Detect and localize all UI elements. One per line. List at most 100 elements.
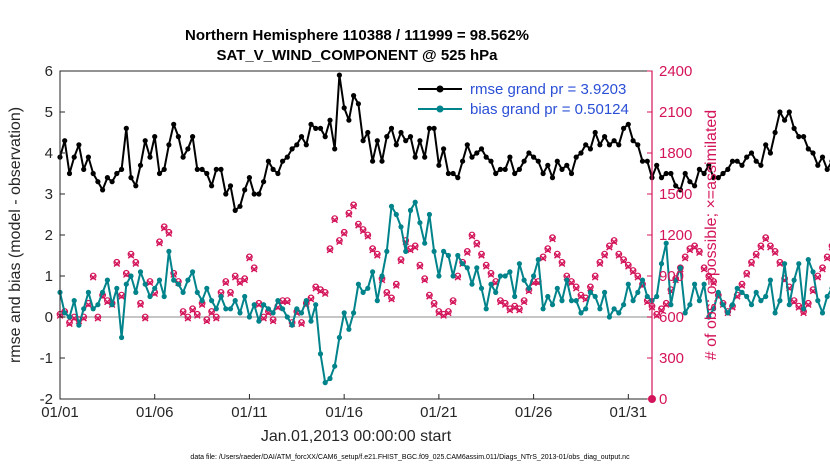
rmse-point [346, 117, 352, 123]
bias-point [388, 203, 395, 209]
obs-assimilated-point [549, 235, 556, 243]
rmse-point [564, 162, 570, 168]
obs-possible-point [336, 237, 343, 244]
obs-assimilated-point [118, 293, 125, 300]
obs-assimilated-point [184, 315, 192, 322]
rmse-point [199, 166, 205, 172]
bias-point [156, 277, 163, 283]
rmse-point [71, 154, 77, 160]
bias-point [668, 302, 674, 308]
obs-assimilated-point [66, 320, 73, 328]
obs-assimilated-point [738, 282, 746, 289]
bias-point [332, 363, 338, 369]
x-tick-label: 01/31 [610, 404, 648, 421]
rmse-point [753, 158, 759, 164]
bias-point [313, 302, 319, 308]
obs-possible-point [587, 283, 594, 291]
y-left-tick-label: -1 [40, 350, 53, 367]
obs-possible-point [189, 305, 197, 313]
y-right-tick-label: 1200 [659, 227, 692, 244]
obs-possible-point [549, 234, 556, 242]
obs-possible-point [620, 256, 627, 264]
y-left-tick-label: 1 [45, 268, 53, 285]
bias-point [171, 277, 177, 283]
obs-assimilated-point [146, 279, 154, 287]
rmse-point [805, 146, 811, 152]
obs-assimilated-point [298, 320, 305, 328]
obs-assimilated-point [411, 244, 419, 251]
bias-point [322, 380, 328, 386]
obs-assimilated-point [89, 274, 97, 281]
obs-possible-series [56, 201, 830, 326]
bias-point [142, 281, 148, 287]
chart-title-line2: SAT_V_WIND_COMPONENT @ 525 hPa [216, 47, 498, 64]
bias-point [137, 269, 144, 275]
obs-possible-point [127, 250, 135, 258]
rmse-point [137, 162, 144, 168]
obs-assimilated-point [762, 235, 769, 243]
obs-possible-point [340, 228, 348, 236]
bias-point [85, 289, 91, 295]
obs-assimilated-point [392, 282, 400, 289]
obs-possible-point [700, 264, 708, 272]
obs-assimilated-point [591, 274, 599, 281]
obs-possible-point [615, 250, 623, 258]
obs-assimilated-point [321, 290, 329, 298]
bias-point [431, 248, 437, 254]
obs-possible-point [478, 250, 485, 258]
bias-point [90, 306, 96, 312]
bias-point [805, 257, 811, 263]
obs-possible-point [203, 316, 211, 324]
rmse-point [801, 134, 807, 140]
obs-assimilated-point [823, 254, 830, 262]
bias-point [351, 310, 357, 316]
bias-point [573, 298, 579, 304]
rmse-point [365, 129, 371, 136]
rmse-point [611, 138, 617, 144]
obs-assimilated-point [374, 252, 381, 259]
obs-assimilated-point [70, 315, 78, 322]
obs-possible-point [819, 264, 826, 272]
obs-possible-point [383, 289, 391, 296]
rmse-point [275, 170, 281, 177]
bias-point [587, 289, 594, 295]
obs-assimilated-point [629, 268, 637, 276]
x-tick-label: 01/06 [136, 404, 174, 421]
obs-possible-point [795, 302, 803, 310]
bias-point [422, 240, 428, 246]
obs-possible-point [269, 316, 277, 324]
bias-point [625, 281, 631, 287]
rmse-point [270, 166, 276, 172]
obs-assimilated-point [355, 222, 362, 229]
rmse-point [388, 125, 395, 131]
rmse-point [763, 142, 769, 148]
rmse-point [687, 179, 693, 185]
rmse-point [455, 175, 461, 181]
obs-possible-point [355, 220, 362, 228]
bias-point [549, 302, 556, 308]
rmse-point [748, 150, 755, 156]
rmse-point [644, 158, 650, 164]
rmse-point [76, 142, 82, 148]
bias-point [298, 310, 305, 316]
bias-point [460, 261, 466, 267]
bias-point [815, 298, 821, 304]
bias-point [478, 285, 485, 291]
obs-assimilated-point [511, 304, 518, 311]
bias-point [521, 277, 527, 283]
obs-assimilated-point [359, 227, 367, 235]
obs-possible-point [364, 231, 372, 239]
bias-point [265, 306, 271, 312]
obs-zero-marker [648, 395, 656, 403]
bias-point [786, 302, 792, 308]
obs-assimilated-point [421, 276, 428, 284]
bias-point [251, 302, 257, 308]
rmse-point [469, 154, 475, 160]
bias-point [658, 261, 665, 267]
obs-assimilated-point [222, 279, 230, 287]
rmse-point [502, 166, 508, 172]
bias-point [341, 310, 347, 316]
rmse-point [531, 154, 537, 160]
obs-assimilated-point [795, 304, 803, 311]
